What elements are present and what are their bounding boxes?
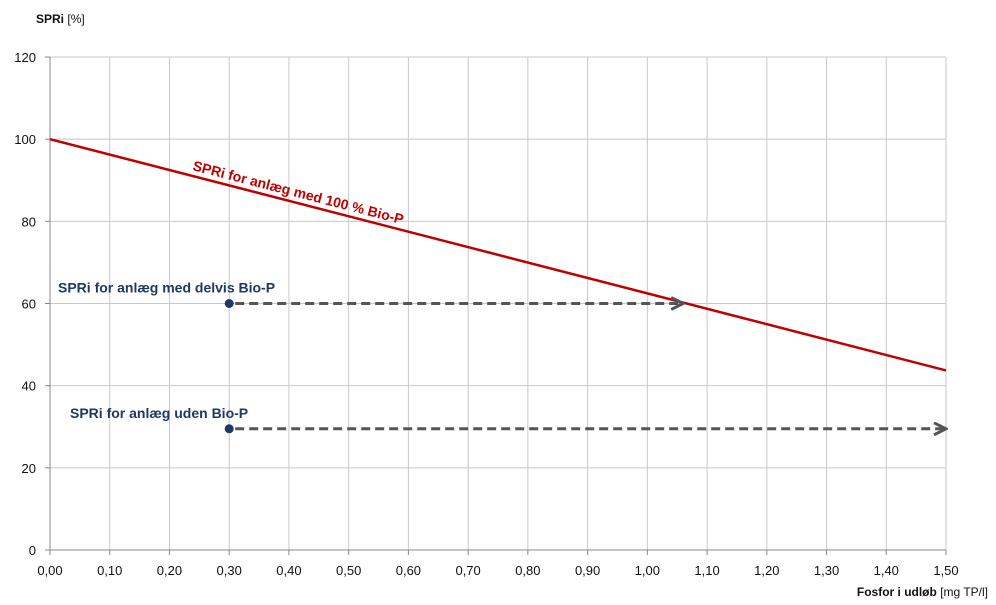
x-tick-label: 0,30 [217, 563, 242, 578]
x-tick-label: 0,40 [276, 563, 301, 578]
series-label: SPRi for anlæg med 100 % Bio-P [191, 157, 405, 227]
axes [45, 56, 947, 555]
annotations: SPRi for anlæg med delvis Bio-P SPRi for … [58, 280, 946, 434]
y-axis-title-bold: SPRi [36, 12, 65, 26]
annotation-point [224, 424, 234, 434]
tick-labels: 0,00 0,10 0,20 0,30 0,40 0,50 0,60 0,70 0,80 0,90… [14, 50, 958, 578]
x-axis-title-bold: Fosfor i udløb [856, 585, 937, 599]
y-tick-label: 120 [14, 50, 36, 65]
y-tick-label: 40 [22, 379, 36, 394]
y-tick-label: 0 [29, 543, 36, 558]
x-tick-label: 0,90 [575, 563, 600, 578]
x-tick-label: 0,80 [515, 563, 540, 578]
x-tick-label: 1,30 [814, 563, 839, 578]
x-tick-label: 1,20 [754, 563, 779, 578]
y-tick-label: 100 [14, 132, 36, 147]
x-axis-title-unit: [mg TP/l] [940, 585, 988, 599]
x-axis-title: Fosfor i udløb [mg TP/l] [857, 585, 988, 599]
annotation-label: SPRi for anlæg uden Bio-P [70, 405, 248, 421]
x-tick-label: 0,00 [37, 563, 62, 578]
y-tick-label: 60 [22, 297, 36, 312]
y-axis-title: SPRi [%] [36, 12, 85, 26]
annotation-label: SPRi for anlæg med delvis Bio-P [58, 280, 275, 296]
annotation-point [224, 299, 234, 308]
series-line [49, 137, 947, 372]
x-tick-label: 0,50 [336, 563, 361, 578]
gridlines [49, 56, 947, 551]
x-tick-label: 1,00 [635, 563, 660, 578]
x-tick-label: 0,70 [455, 563, 480, 578]
x-tick-label: 1,50 [933, 563, 958, 578]
y-tick-label: 20 [22, 461, 36, 476]
x-tick-label: 1,10 [694, 563, 719, 578]
series: SPRi for anlæg med 100 % Bio-P [49, 137, 947, 372]
y-axis-title-unit: [%] [67, 12, 85, 26]
x-tick-label: 0,10 [97, 563, 122, 578]
y-tick-label: 80 [22, 214, 36, 229]
x-tick-label: 0,20 [157, 563, 182, 578]
x-tick-label: 0,60 [396, 563, 421, 578]
x-tick-label: 1,40 [874, 563, 899, 578]
